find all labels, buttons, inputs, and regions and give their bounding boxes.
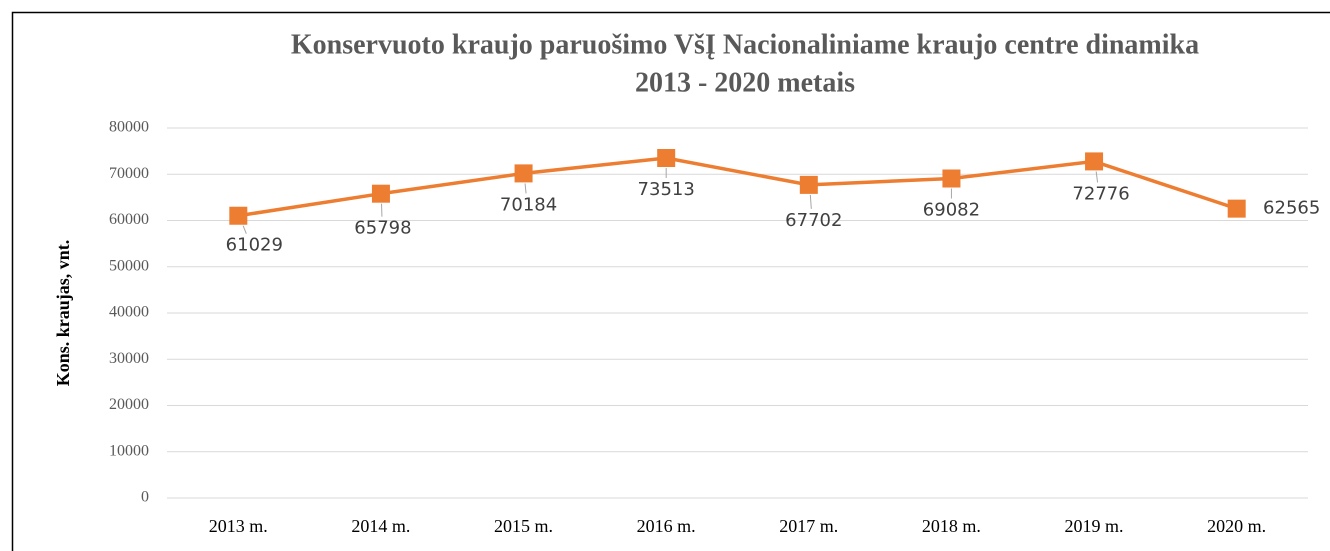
- leader-line: [242, 225, 247, 234]
- x-tick-label: 2014 m.: [351, 516, 410, 536]
- y-tick-label: 80000: [109, 119, 149, 136]
- x-tick-label: 2018 m.: [922, 516, 981, 536]
- y-tick-label: 40000: [109, 304, 149, 321]
- x-tick-label: 2016 m.: [637, 516, 696, 536]
- marker: [1227, 199, 1246, 218]
- data-label: 73513: [638, 179, 695, 200]
- line: [238, 156, 1238, 218]
- y-tick-label: 0: [141, 489, 149, 506]
- marker: [1085, 152, 1104, 171]
- data-label: 70184: [500, 194, 557, 215]
- data-label: 65798: [354, 218, 411, 239]
- x-tick-label: 2019 m.: [1065, 516, 1124, 536]
- marker: [942, 169, 961, 188]
- data-label: 62565: [1263, 198, 1320, 219]
- data-label: 72776: [1072, 183, 1129, 204]
- data-label: 69082: [923, 199, 980, 220]
- x-tick-label: 2017 m.: [779, 516, 838, 536]
- data-label: 67702: [785, 210, 842, 231]
- data-label: 61029: [226, 235, 283, 256]
- marker: [371, 184, 390, 203]
- marker: [799, 175, 818, 194]
- chart-title: 2013 - 2020 metais: [635, 67, 855, 98]
- chart-frame: [11, 11, 1330, 551]
- y-tick-label: 10000: [109, 442, 149, 459]
- marker: [657, 149, 676, 168]
- y-tick-label: 70000: [109, 165, 149, 182]
- leader-line: [809, 194, 812, 209]
- y-tick-label: 20000: [109, 396, 149, 413]
- y-tick-label: 50000: [109, 257, 149, 274]
- leader-line: [1095, 171, 1099, 183]
- leader-line: [524, 183, 527, 194]
- y-tick-label: 30000: [109, 350, 149, 367]
- x-tick-label: 2020 m.: [1207, 516, 1266, 536]
- marker: [229, 206, 248, 225]
- x-tick-label: 2015 m.: [494, 516, 553, 536]
- y-axis-label: Kons. kraujas, vnt.: [53, 240, 73, 387]
- marker: [514, 164, 533, 183]
- x-tick-label: 2013 m.: [209, 516, 268, 536]
- chart-title: Konservuoto kraujo paruošimo VšĮ Naciona…: [291, 29, 1199, 60]
- y-tick-label: 60000: [109, 211, 149, 228]
